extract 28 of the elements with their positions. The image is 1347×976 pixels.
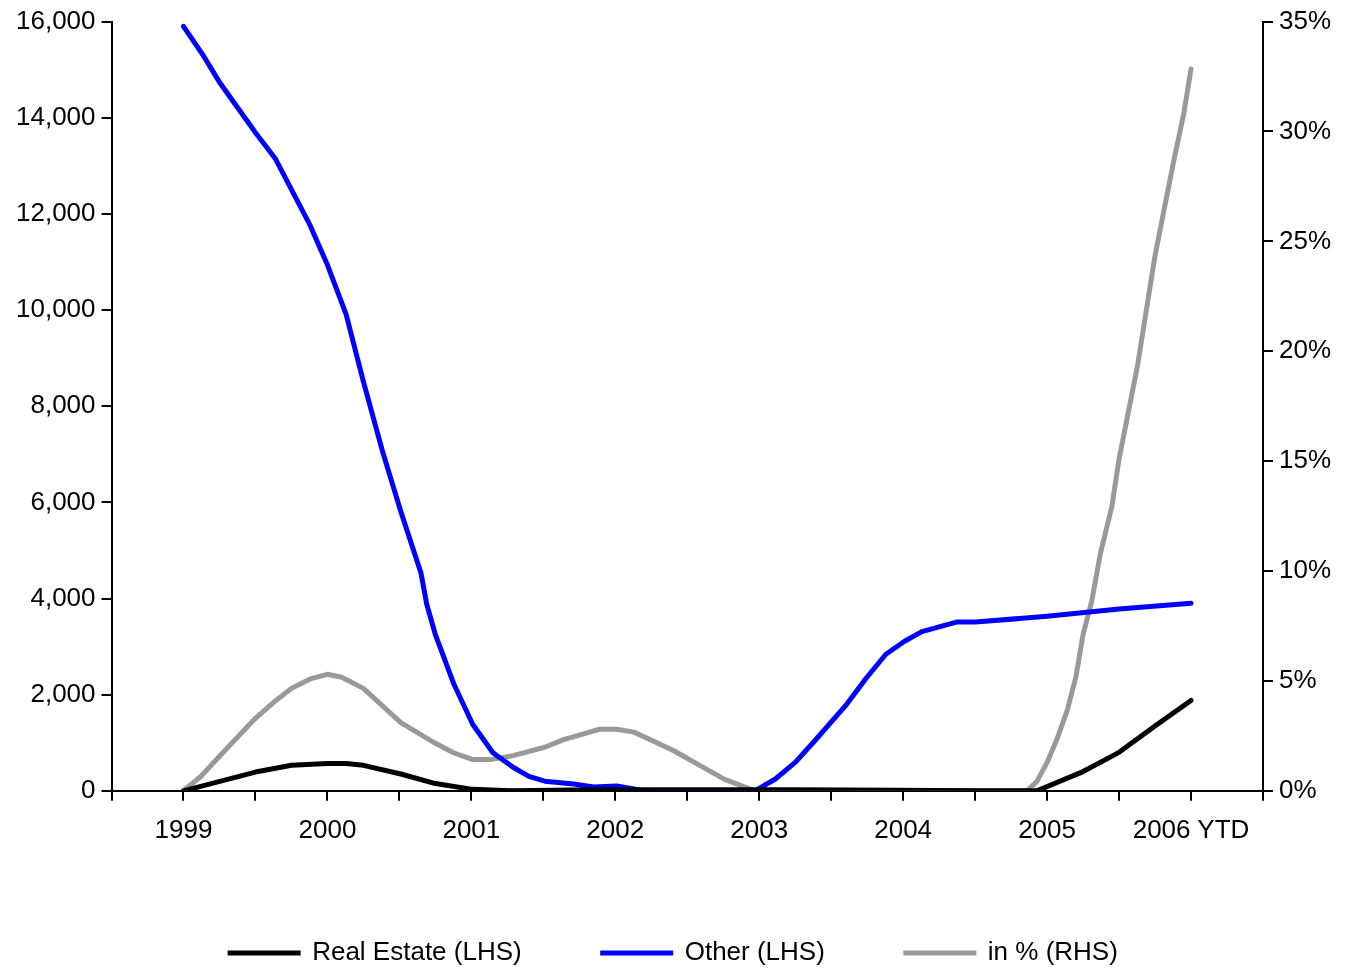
x-tick-label: 2001 xyxy=(442,813,501,844)
x-tick-label: 2003 xyxy=(730,813,789,844)
y-tick-label: 14,000 xyxy=(15,100,96,131)
y2-tick-label: 20% xyxy=(1278,334,1332,365)
y-tick-label: 8,000 xyxy=(30,389,96,420)
legend-label: Real Estate (LHS) xyxy=(312,936,522,967)
legend-label: Other (LHS) xyxy=(684,936,825,967)
x-tick-label: 2002 xyxy=(586,813,645,844)
x-tick-label: 2006 YTD xyxy=(1132,813,1250,844)
legend-label: in % (RHS) xyxy=(987,936,1118,967)
x-tick-label: 2004 xyxy=(874,813,933,844)
y2-tick-label: 5% xyxy=(1278,664,1317,695)
y2-tick-label: 30% xyxy=(1278,114,1332,145)
y2-tick-label: 10% xyxy=(1278,554,1332,585)
y-tick-label: 0 xyxy=(81,773,96,804)
y-tick-label: 4,000 xyxy=(30,581,96,612)
y2-tick-label: 15% xyxy=(1278,444,1332,475)
x-tick-label: 2005 xyxy=(1018,813,1076,844)
y-tick-label: 16,000 xyxy=(15,4,96,35)
y-tick-label: 6,000 xyxy=(30,485,96,516)
y-tick-label: 12,000 xyxy=(15,197,96,228)
y2-tick-label: 25% xyxy=(1278,224,1332,255)
x-tick-label: 2000 xyxy=(298,813,357,844)
x-tick-label: 1999 xyxy=(154,813,213,844)
y2-tick-label: 35% xyxy=(1278,4,1332,35)
y-tick-label: 10,000 xyxy=(15,293,96,324)
y-tick-label: 2,000 xyxy=(30,677,96,708)
y2-tick-label: 0% xyxy=(1278,773,1317,804)
